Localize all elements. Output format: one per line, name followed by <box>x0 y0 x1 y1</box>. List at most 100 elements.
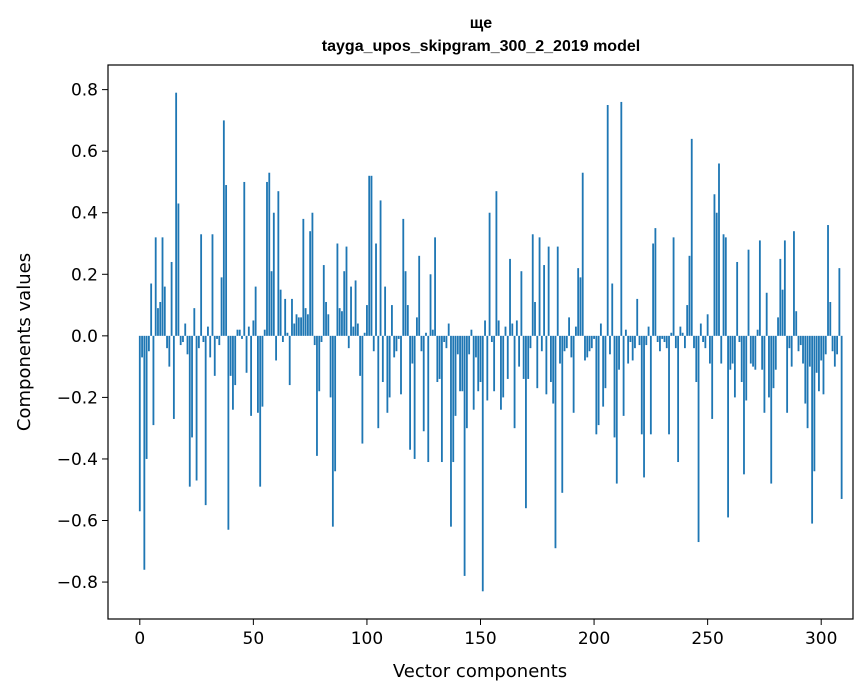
bar-134 <box>443 335 446 342</box>
bar-54 <box>261 335 264 407</box>
bar-26 <box>197 335 200 349</box>
bar-18 <box>179 335 182 346</box>
bar-253 <box>713 194 716 336</box>
bar-263 <box>736 261 739 336</box>
bar-51 <box>254 286 257 336</box>
bar-75 <box>309 231 312 336</box>
bar-274 <box>761 335 764 370</box>
bar-137 <box>450 335 452 527</box>
bar-287 <box>790 335 793 367</box>
x-axis-ticks: 0 50 100 150 200 250 300 <box>134 619 837 649</box>
bar-241 <box>686 305 689 336</box>
bar-307 <box>836 335 839 355</box>
bar-12 <box>166 335 168 349</box>
bar-206 <box>606 105 609 336</box>
bar-200 <box>593 335 595 339</box>
bar-58 <box>270 271 273 336</box>
y-tick-label: −0.2 <box>57 388 98 408</box>
bar-197 <box>586 335 589 358</box>
bar-89 <box>341 311 343 336</box>
bar-277 <box>768 335 770 398</box>
bar-256 <box>720 335 723 364</box>
bar-10 <box>161 237 164 336</box>
bar-103 <box>372 335 375 352</box>
bar-264 <box>738 335 741 342</box>
bar-201 <box>595 335 598 435</box>
bar-215 <box>627 335 630 364</box>
bar-120 <box>411 335 414 364</box>
bar-131 <box>436 335 439 383</box>
x-tick-label: 0 <box>134 629 145 649</box>
bar-275 <box>763 335 766 413</box>
bar-228 <box>656 335 659 342</box>
bar-286 <box>788 335 791 349</box>
bar-115 <box>400 335 402 395</box>
bar-244 <box>693 335 695 349</box>
bar-192 <box>574 326 577 336</box>
bar-293 <box>804 335 807 404</box>
bar-145 <box>468 335 471 355</box>
bar-294 <box>806 335 809 429</box>
bar-222 <box>643 335 645 478</box>
bar-165 <box>513 335 516 429</box>
bar-259 <box>727 335 729 518</box>
bar-149 <box>477 335 480 392</box>
bar-100 <box>366 305 368 336</box>
bar-283 <box>781 289 784 336</box>
bar-185 <box>559 335 561 364</box>
bar-225 <box>649 335 652 435</box>
bar-67 <box>291 298 293 336</box>
bar-194 <box>579 277 582 336</box>
bar-126 <box>425 332 427 336</box>
bar-105 <box>377 335 380 429</box>
bar-199 <box>590 335 593 349</box>
bar-59 <box>272 212 275 336</box>
bar-288 <box>793 231 795 336</box>
bar-63 <box>281 335 284 342</box>
bar-52 <box>257 335 259 413</box>
bar-240 <box>684 335 686 349</box>
bar-107 <box>381 335 384 383</box>
bar-85 <box>331 335 334 527</box>
bar-0 <box>138 335 141 512</box>
bar-173 <box>531 234 534 336</box>
bar-92 <box>347 335 350 349</box>
bar-68 <box>293 323 296 336</box>
x-axis-label: Vector components <box>393 661 567 682</box>
bar-48 <box>247 326 250 336</box>
bar-91 <box>345 246 348 336</box>
chart-title: ще <box>470 15 493 32</box>
bar-198 <box>588 335 591 352</box>
bar-87 <box>336 243 339 336</box>
bar-262 <box>733 335 736 398</box>
bar-71 <box>300 317 302 336</box>
bar-45 <box>241 335 243 339</box>
bar-106 <box>379 200 382 336</box>
y-tick-label: −0.6 <box>57 512 98 532</box>
bar-125 <box>422 335 425 432</box>
bar-267 <box>745 335 748 401</box>
bar-117 <box>404 271 407 336</box>
bar-78 <box>316 335 318 456</box>
bar-207 <box>609 335 611 355</box>
bar-130 <box>434 237 436 336</box>
bar-162 <box>506 335 509 379</box>
bar-250 <box>706 314 709 336</box>
bar-41 <box>232 335 234 410</box>
bar-108 <box>384 286 387 336</box>
bar-172 <box>529 335 532 349</box>
bar-127 <box>427 335 430 463</box>
bar-156 <box>493 335 496 392</box>
bar-155 <box>490 335 493 342</box>
bar-248 <box>702 335 704 342</box>
bar-210 <box>615 335 618 484</box>
bar-211 <box>618 335 620 370</box>
bar-178 <box>543 265 546 336</box>
bar-84 <box>329 335 332 398</box>
bar-72 <box>302 218 305 336</box>
bar-142 <box>461 335 464 392</box>
bar-175 <box>536 335 539 389</box>
bar-139 <box>454 335 457 416</box>
bar-246 <box>697 335 700 543</box>
